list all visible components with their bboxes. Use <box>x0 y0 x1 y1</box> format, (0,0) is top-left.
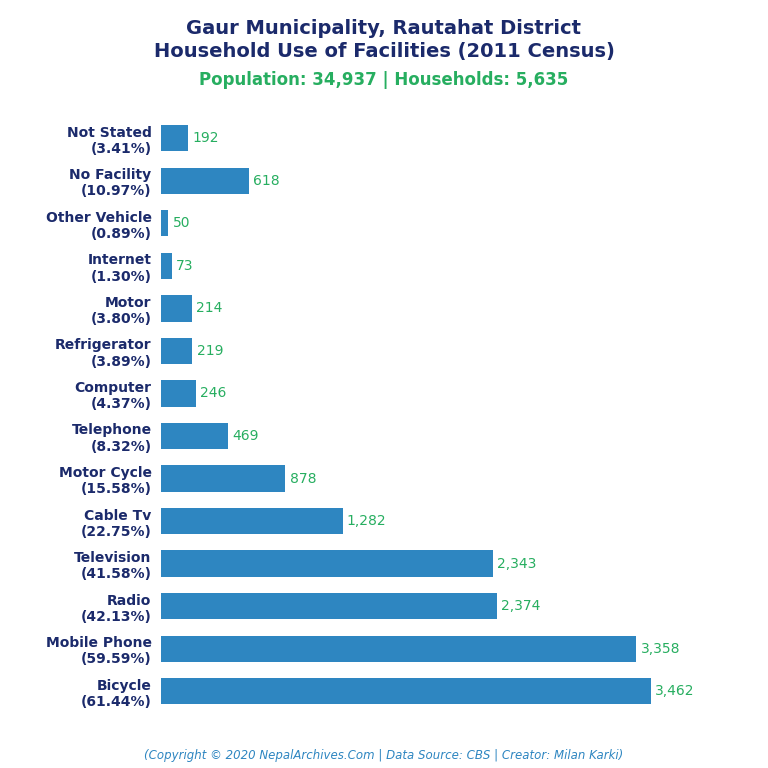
Bar <box>161 338 192 364</box>
Bar <box>161 167 249 194</box>
Bar <box>161 423 227 449</box>
Text: 3,358: 3,358 <box>641 642 680 656</box>
Bar <box>161 125 188 151</box>
Text: 878: 878 <box>290 472 316 485</box>
Bar <box>161 593 497 619</box>
Text: Population: 34,937 | Households: 5,635: Population: 34,937 | Households: 5,635 <box>200 71 568 88</box>
Text: 3,462: 3,462 <box>655 684 695 698</box>
Text: 219: 219 <box>197 344 223 358</box>
Text: 246: 246 <box>200 386 227 400</box>
Bar <box>161 551 493 577</box>
Bar <box>161 210 168 237</box>
Text: 2,374: 2,374 <box>502 599 541 613</box>
Text: (Copyright © 2020 NepalArchives.Com | Data Source: CBS | Creator: Milan Karki): (Copyright © 2020 NepalArchives.Com | Da… <box>144 749 624 762</box>
Bar <box>161 380 196 406</box>
Bar <box>161 295 191 322</box>
Text: 214: 214 <box>196 301 222 316</box>
Text: 618: 618 <box>253 174 280 187</box>
Text: 469: 469 <box>232 429 258 443</box>
Bar <box>161 253 171 279</box>
Text: 1,282: 1,282 <box>347 514 386 528</box>
Bar <box>161 678 651 704</box>
Text: 192: 192 <box>193 131 219 145</box>
Text: 73: 73 <box>176 259 194 273</box>
Bar <box>161 636 637 662</box>
Bar <box>161 508 343 535</box>
Bar <box>161 465 286 492</box>
Text: 50: 50 <box>173 217 190 230</box>
Text: Household Use of Facilities (2011 Census): Household Use of Facilities (2011 Census… <box>154 42 614 61</box>
Text: Gaur Municipality, Rautahat District: Gaur Municipality, Rautahat District <box>187 19 581 38</box>
Text: 2,343: 2,343 <box>497 557 536 571</box>
